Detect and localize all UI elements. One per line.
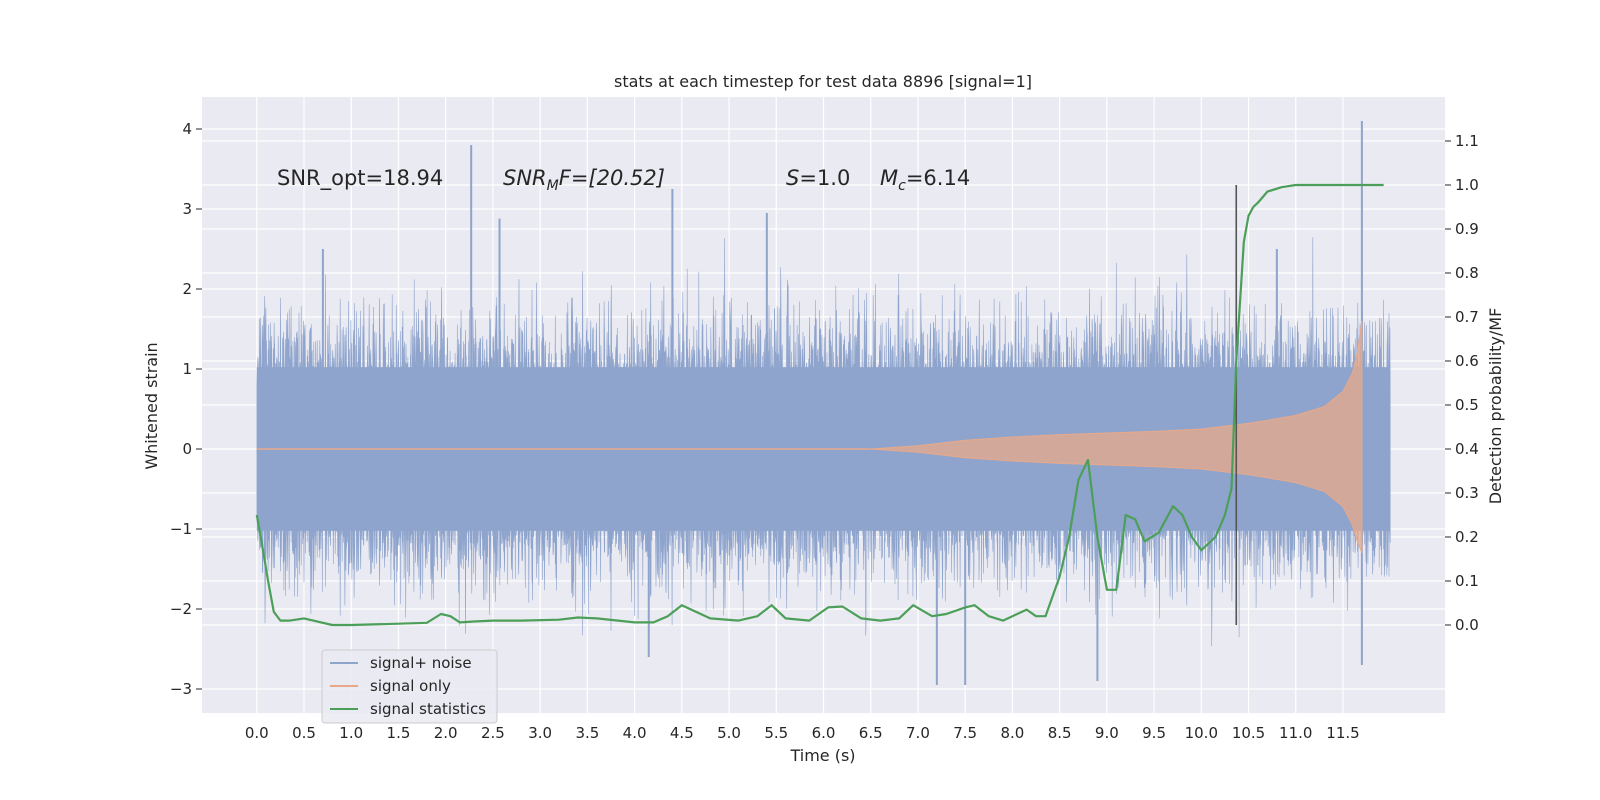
annotation-snr-mf-base: SNR [503,166,547,190]
y2-axis-ticks: 1.1 1.0 0.9 0.8 0.7 0.6 0.5 0.4 0.3 0.2 0.1 0.0 [1445,132,1479,634]
x-tick-label: 5.5 [764,724,788,742]
annotation-mc: Mc=6.14 [880,166,970,194]
annotation-snr-opt: SNR_opt=18.94 [277,166,443,191]
y2-tick-label: 0.1 [1455,572,1479,590]
y2-axis-label: Detection probability/MF [1486,308,1505,505]
x-tick-label: 9.5 [1142,724,1166,742]
signal-only-band [256,320,1363,554]
y-tick-label: 4 [182,120,192,138]
y-tick-label: 0 [182,440,192,458]
y2-tick-label: 0.8 [1455,264,1479,282]
x-tick-label: 6.0 [812,724,836,742]
x-axis-ticks: 0.0 0.5 1.0 1.5 2.0 2.5 3.0 3.5 4.0 4.5 5.0 5.5 6.0 6… [245,724,1360,742]
legend: signal+ noise signal only signal statist… [321,649,498,724]
y-tick-label: 1 [182,360,192,378]
y-tick-label: 2 [182,280,192,298]
annotation-snr-mf-sub: M [547,178,559,194]
y-tick-label: 3 [182,200,192,218]
y-tick-label: −3 [170,680,192,698]
x-tick-label: 10.0 [1185,724,1218,742]
annotation-s: S=1.0 [786,166,850,190]
annotation-mc-rest: =6.14 [906,166,970,190]
x-tick-label: 3.0 [528,724,552,742]
x-tick-label: 2.5 [481,724,505,742]
x-tick-label: 1.5 [387,724,411,742]
x-tick-label: 10.5 [1232,724,1265,742]
annotation-s-base: S [786,166,799,190]
x-tick-label: 3.5 [575,724,599,742]
x-tick-label: 11.0 [1279,724,1312,742]
x-tick-label: 8.0 [1000,724,1024,742]
x-tick-label: 7.5 [953,724,977,742]
series-signal-statistics [255,183,1384,627]
annotations: SNR_opt=18.94 SNRMF=[20.52] S=1.0 Mc=6.1… [277,166,970,194]
annotation-mc-base: M [880,166,898,190]
y2-tick-label: 0.5 [1455,396,1479,414]
x-tick-label: 0.0 [245,724,269,742]
annotation-s-rest: =1.0 [799,166,850,190]
y-axis-label: Whitened strain [142,342,161,469]
y2-tick-label: 0.9 [1455,220,1479,238]
series-signal-only [256,320,1363,554]
x-tick-label: 4.5 [670,724,694,742]
x-tick-label: 8.5 [1048,724,1072,742]
y-tick-label: −1 [170,520,192,538]
x-tick-label: 11.5 [1326,724,1359,742]
x-tick-label: 0.5 [292,724,316,742]
y2-tick-label: 0.6 [1455,352,1479,370]
x-tick-label: 4.0 [623,724,647,742]
x-tick-label: 5.0 [717,724,741,742]
y-tick-label: −2 [170,600,192,618]
legend-label-signal-noise: signal+ noise [370,654,472,672]
y2-tick-label: 0.0 [1455,616,1479,634]
x-tick-label: 1.0 [339,724,363,742]
annotation-mc-sub: c [898,178,906,194]
x-tick-label: 7.0 [906,724,930,742]
y2-tick-label: 0.7 [1455,308,1479,326]
signal-statistics-line [255,183,1384,627]
y2-tick-label: 0.4 [1455,440,1479,458]
y2-tick-label: 1.0 [1455,176,1479,194]
chart-title: stats at each timestep for test data 889… [614,72,1032,91]
legend-label-signal-statistics: signal statistics [370,700,486,718]
legend-label-signal-only: signal only [370,677,451,695]
x-axis-label: Time (s) [789,746,855,765]
y2-tick-label: 0.3 [1455,484,1479,502]
x-tick-label: 6.5 [859,724,883,742]
y2-tick-label: 1.1 [1455,132,1479,150]
annotation-snr-mf: SNRMF=[20.52] [503,166,665,194]
x-tick-label: 9.0 [1095,724,1119,742]
annotation-snr-mf-rest: F=[20.52] [559,166,665,190]
y2-tick-label: 0.2 [1455,528,1479,546]
y-axis-ticks: 4 3 2 1 0 −1 −2 −3 [170,120,202,698]
legend-box [321,649,498,724]
x-tick-label: 2.0 [434,724,458,742]
